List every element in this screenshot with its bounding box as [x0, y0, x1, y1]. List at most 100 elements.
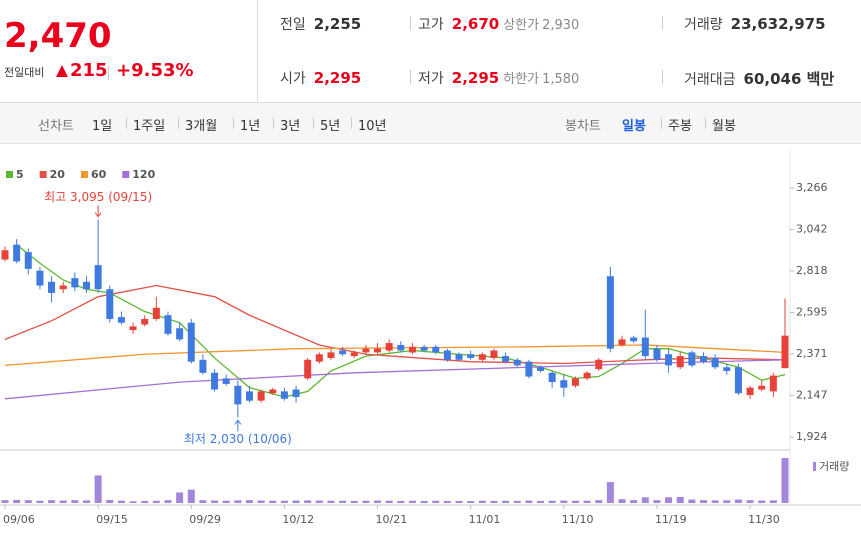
candle-period-button[interactable]: 주봉 — [668, 119, 692, 134]
candle-body — [117, 317, 125, 323]
volume-bar — [467, 501, 475, 503]
candle-body — [781, 335, 789, 369]
period-button[interactable]: 1주일 — [133, 119, 166, 134]
volume-bar — [769, 500, 777, 503]
period-button[interactable]: 5년 — [320, 119, 341, 134]
volume-bar — [36, 500, 44, 503]
candle-body — [13, 244, 21, 262]
period-button[interactable]: 3년 — [280, 119, 301, 134]
candle-body — [688, 352, 696, 366]
volume-bar — [688, 499, 696, 503]
period-button[interactable]: 1일 — [92, 119, 113, 134]
annotation-arrowhead — [234, 419, 242, 425]
volume-bar — [676, 496, 684, 503]
volume-bar — [94, 475, 102, 503]
volume-bar — [478, 500, 486, 503]
candle-body — [583, 372, 591, 379]
candle-body — [397, 344, 405, 351]
volume-bar — [641, 497, 649, 503]
legend-label: 5 — [16, 168, 24, 181]
volume-bar — [82, 500, 90, 503]
candle-body — [234, 385, 242, 405]
separator — [705, 117, 706, 129]
volume-bar — [280, 500, 288, 503]
separator — [351, 117, 352, 129]
candle-body — [304, 359, 312, 379]
volume-bar — [548, 500, 556, 503]
volume-bar — [583, 500, 591, 503]
stat-note-label: 상한가 — [503, 18, 540, 33]
candle-body — [467, 354, 475, 358]
volume-bar — [245, 500, 253, 503]
candle-body — [222, 378, 230, 384]
volume-bar — [129, 501, 137, 503]
change-label: 전일대비 — [4, 66, 45, 79]
volume-bar — [408, 500, 416, 503]
candle-body — [408, 346, 416, 353]
volume-bar — [630, 500, 638, 503]
volume-bar — [443, 500, 451, 503]
legend-swatch — [122, 171, 130, 178]
change: 215 — [70, 60, 108, 81]
stat-label: 전일 — [280, 17, 306, 33]
period-button[interactable]: 3개월 — [185, 119, 218, 134]
volume-bar — [432, 500, 440, 503]
period-button[interactable]: 10년 — [358, 119, 387, 134]
volume-bar — [537, 500, 545, 503]
volume-bar — [71, 500, 79, 503]
period-button[interactable]: 1년 — [240, 119, 261, 134]
x-tick-label: 11/01 — [469, 513, 501, 526]
x-tick-label: 09/15 — [96, 513, 128, 526]
candle-body — [374, 348, 382, 353]
annotation-text: 최저 2,030 (10/06) — [184, 432, 292, 446]
candle-body — [59, 285, 67, 290]
stat: 시가 2,295 — [280, 68, 361, 88]
candle-body — [443, 350, 451, 360]
volume-bar — [734, 499, 742, 503]
x-tick-label: 09/29 — [189, 513, 221, 526]
volume-bar — [374, 500, 382, 503]
stat: 고가 2,670 상한가 2,930 — [418, 14, 579, 34]
volume-bar — [59, 500, 67, 503]
volume-bar — [455, 500, 463, 503]
volume-bar — [362, 500, 370, 503]
candle-body — [152, 307, 160, 319]
candle-body — [315, 354, 323, 362]
candle-body — [746, 387, 754, 396]
candle-body — [502, 356, 510, 362]
volume-bar — [339, 500, 347, 503]
volume-bar — [385, 500, 393, 503]
candle-body — [490, 350, 498, 358]
candle-body — [525, 361, 533, 377]
stat-value: 2,255 — [313, 15, 362, 33]
legend-swatch — [6, 171, 13, 178]
y-tick-label: 3,266 — [796, 181, 828, 194]
y-tick-label: 2,371 — [796, 347, 828, 360]
stat: 거래대금 60,046 백만 — [684, 68, 834, 89]
candle-body — [665, 354, 673, 366]
candle-period-button[interactable]: 월봉 — [712, 119, 736, 134]
separator — [273, 117, 274, 129]
candle-body — [176, 328, 184, 340]
candle-body — [641, 337, 649, 357]
volume-bar — [257, 500, 265, 503]
volume-bar — [723, 500, 731, 503]
separator — [233, 117, 234, 129]
volume-bar — [152, 500, 160, 503]
candle-body — [245, 391, 253, 401]
line-chart-label: 선차트 — [38, 119, 74, 134]
volume-bar — [502, 500, 510, 503]
stat-label: 고가 — [418, 17, 444, 33]
candle-period-button[interactable]: 일봉 — [622, 119, 646, 134]
x-tick-label: 10/12 — [282, 513, 314, 526]
candle-body — [362, 348, 370, 353]
stat-value: 23,632,975 — [730, 15, 826, 33]
candle-body — [537, 367, 545, 371]
candle-body — [653, 348, 661, 360]
annotation-arrowhead — [94, 212, 102, 218]
volume-bar — [746, 500, 754, 503]
candle-body — [595, 359, 603, 370]
candle-body — [327, 352, 335, 358]
candle-body — [571, 378, 579, 386]
